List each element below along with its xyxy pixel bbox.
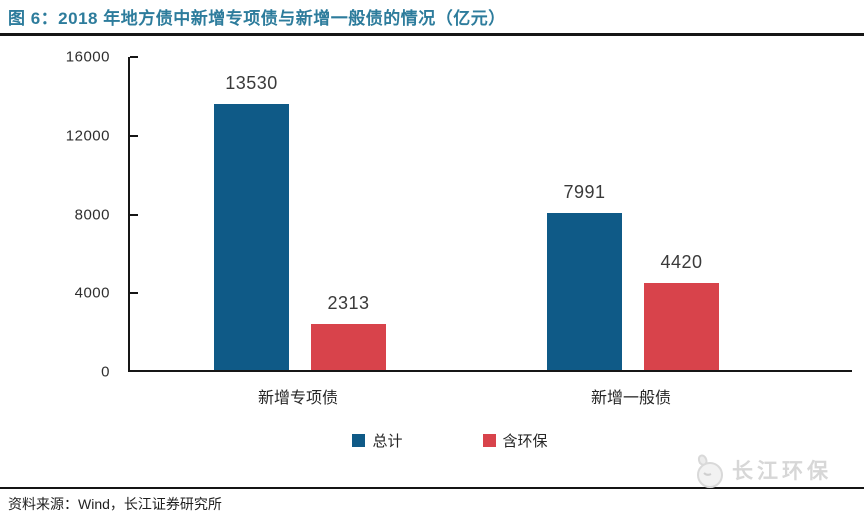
legend-item: 含环保 (482, 430, 548, 451)
y-tick-label: 16000 (65, 48, 110, 66)
legend-label: 总计 (372, 433, 403, 450)
x-category-label: 新增专项债 (257, 390, 339, 407)
figure-title: 图 6：2018 年地方债中新增专项债与新增一般债的情况（亿元） (8, 9, 506, 28)
bar (547, 213, 622, 370)
x-category-label: 新增一般债 (590, 390, 672, 407)
legend: 总计 含环保 (96, 430, 804, 451)
y-tick-label: 0 (101, 363, 110, 381)
bar-value-label: 7991 (563, 182, 606, 202)
bar (644, 283, 719, 370)
plot-area: 13530 2313 7991 4420 (128, 56, 852, 372)
watermark-label: 长江环保 (732, 460, 832, 483)
footer-divider (0, 487, 864, 489)
bar-value-label: 2313 (327, 293, 370, 313)
bar-value-label: 13530 (225, 73, 278, 93)
y-tick-mark (130, 56, 138, 58)
legend-swatch (352, 434, 366, 447)
y-tick-label: 12000 (65, 127, 110, 145)
y-tick-label: 4000 (74, 284, 110, 302)
y-axis-labels: 0 4000 8000 12000 16000 (0, 0, 118, 515)
bar-value-label: 4420 (660, 252, 703, 272)
x-axis-labels: 新增专项债 新增一般债 (128, 384, 852, 407)
legend-swatch (482, 434, 496, 447)
y-tick-mark (130, 134, 138, 137)
source-note: 资料来源：Wind，长江证券研究所 (8, 496, 222, 512)
bar (311, 324, 386, 370)
watermark-logo: 长江环保 (688, 449, 832, 491)
title-divider (0, 33, 864, 36)
y-tick-mark (130, 292, 138, 295)
y-tick-label: 8000 (74, 206, 110, 223)
legend-item: 总计 (352, 430, 403, 451)
y-tick-mark (130, 213, 138, 216)
bird-logo-icon (688, 449, 728, 491)
bar (214, 104, 289, 370)
legend-label: 含环保 (502, 433, 548, 450)
